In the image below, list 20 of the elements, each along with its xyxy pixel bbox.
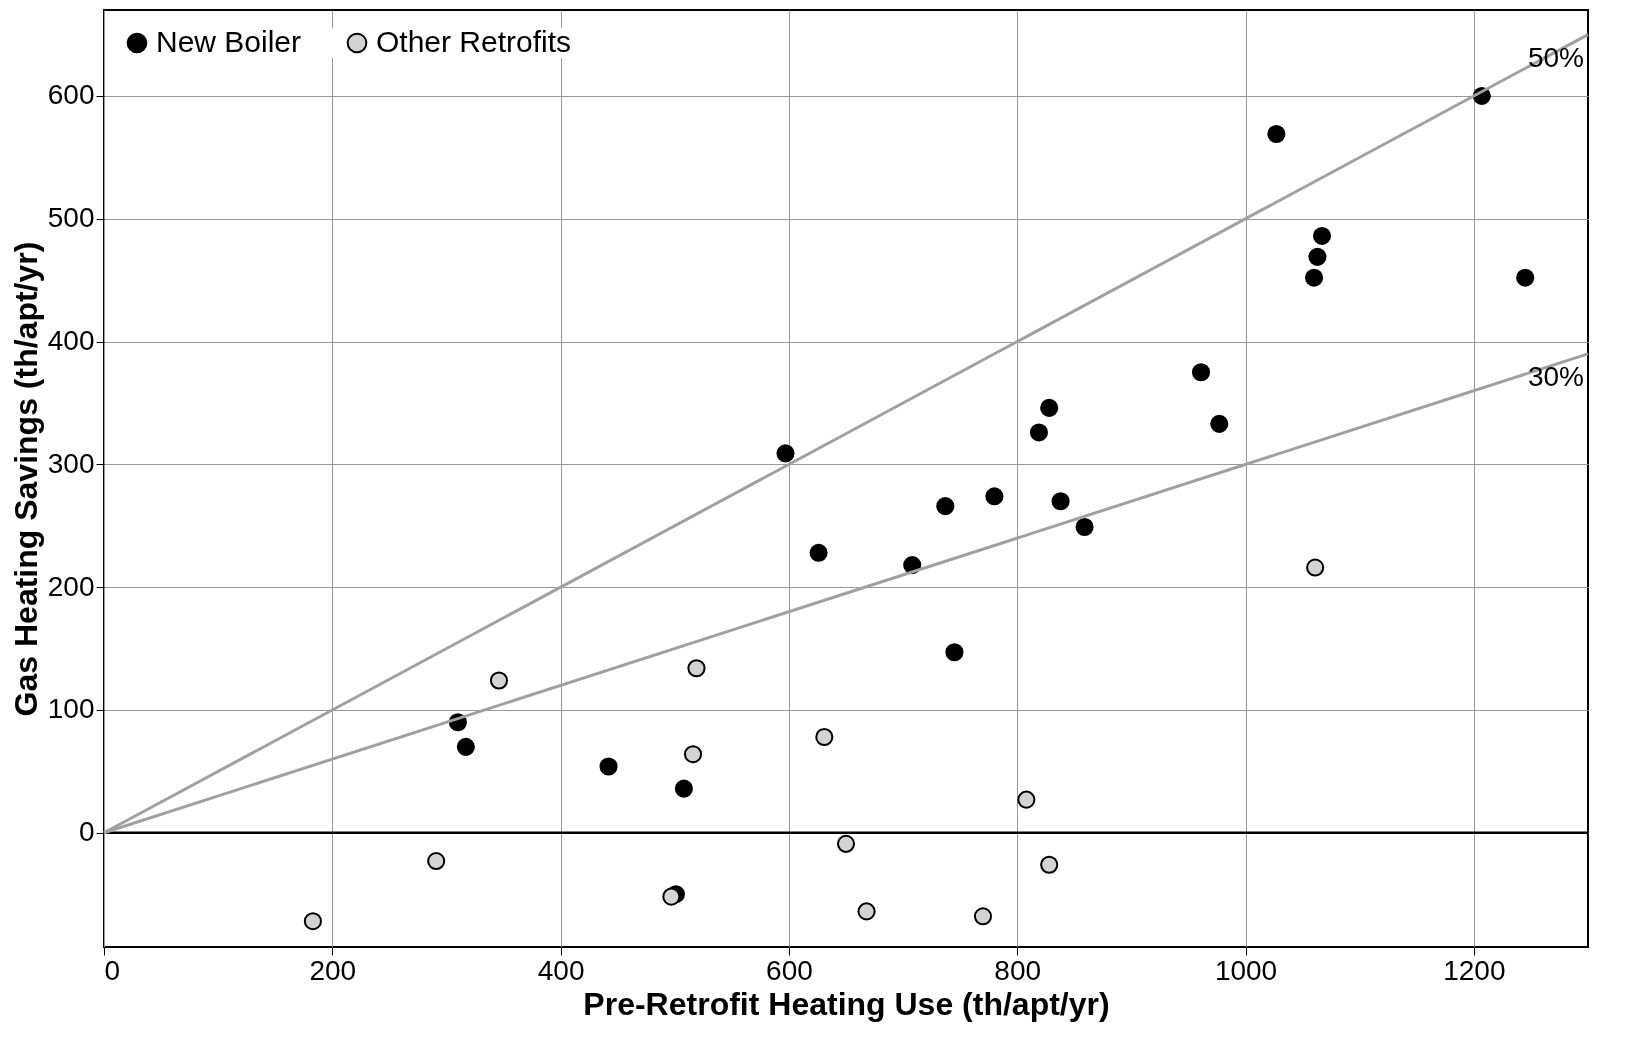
x-tick-label: 200 (309, 954, 357, 986)
x-tick-label: 600 (766, 954, 813, 986)
x-axis-title: Pre-Retrofit Heating Use (th/apt/yr) (583, 985, 1110, 1022)
legend-label: New Boiler (156, 25, 302, 58)
x-tick-label: 1200 (1443, 954, 1506, 986)
x-tick-label: 0 (104, 954, 121, 986)
y-tick-label: 0 (78, 816, 95, 848)
x-tick-label: 800 (994, 954, 1042, 986)
y-tick-label: 100 (47, 693, 95, 725)
y-tick-label: 200 (47, 570, 95, 602)
y-tick-label: 500 (47, 202, 95, 234)
x-tick-label: 400 (537, 954, 585, 986)
y-tick-label: 400 (47, 325, 95, 357)
y-tick-label: 600 (47, 79, 95, 111)
series-label: 30% (1527, 360, 1584, 392)
legend-label: Other Retrofits (376, 25, 572, 58)
x-tick-label: 1000 (1214, 954, 1278, 986)
series-label: 50% (1527, 41, 1584, 73)
y-tick-label: 300 (47, 447, 95, 479)
y-axis-title: Gas Heating Savings (th/apt/yr) (7, 241, 44, 717)
